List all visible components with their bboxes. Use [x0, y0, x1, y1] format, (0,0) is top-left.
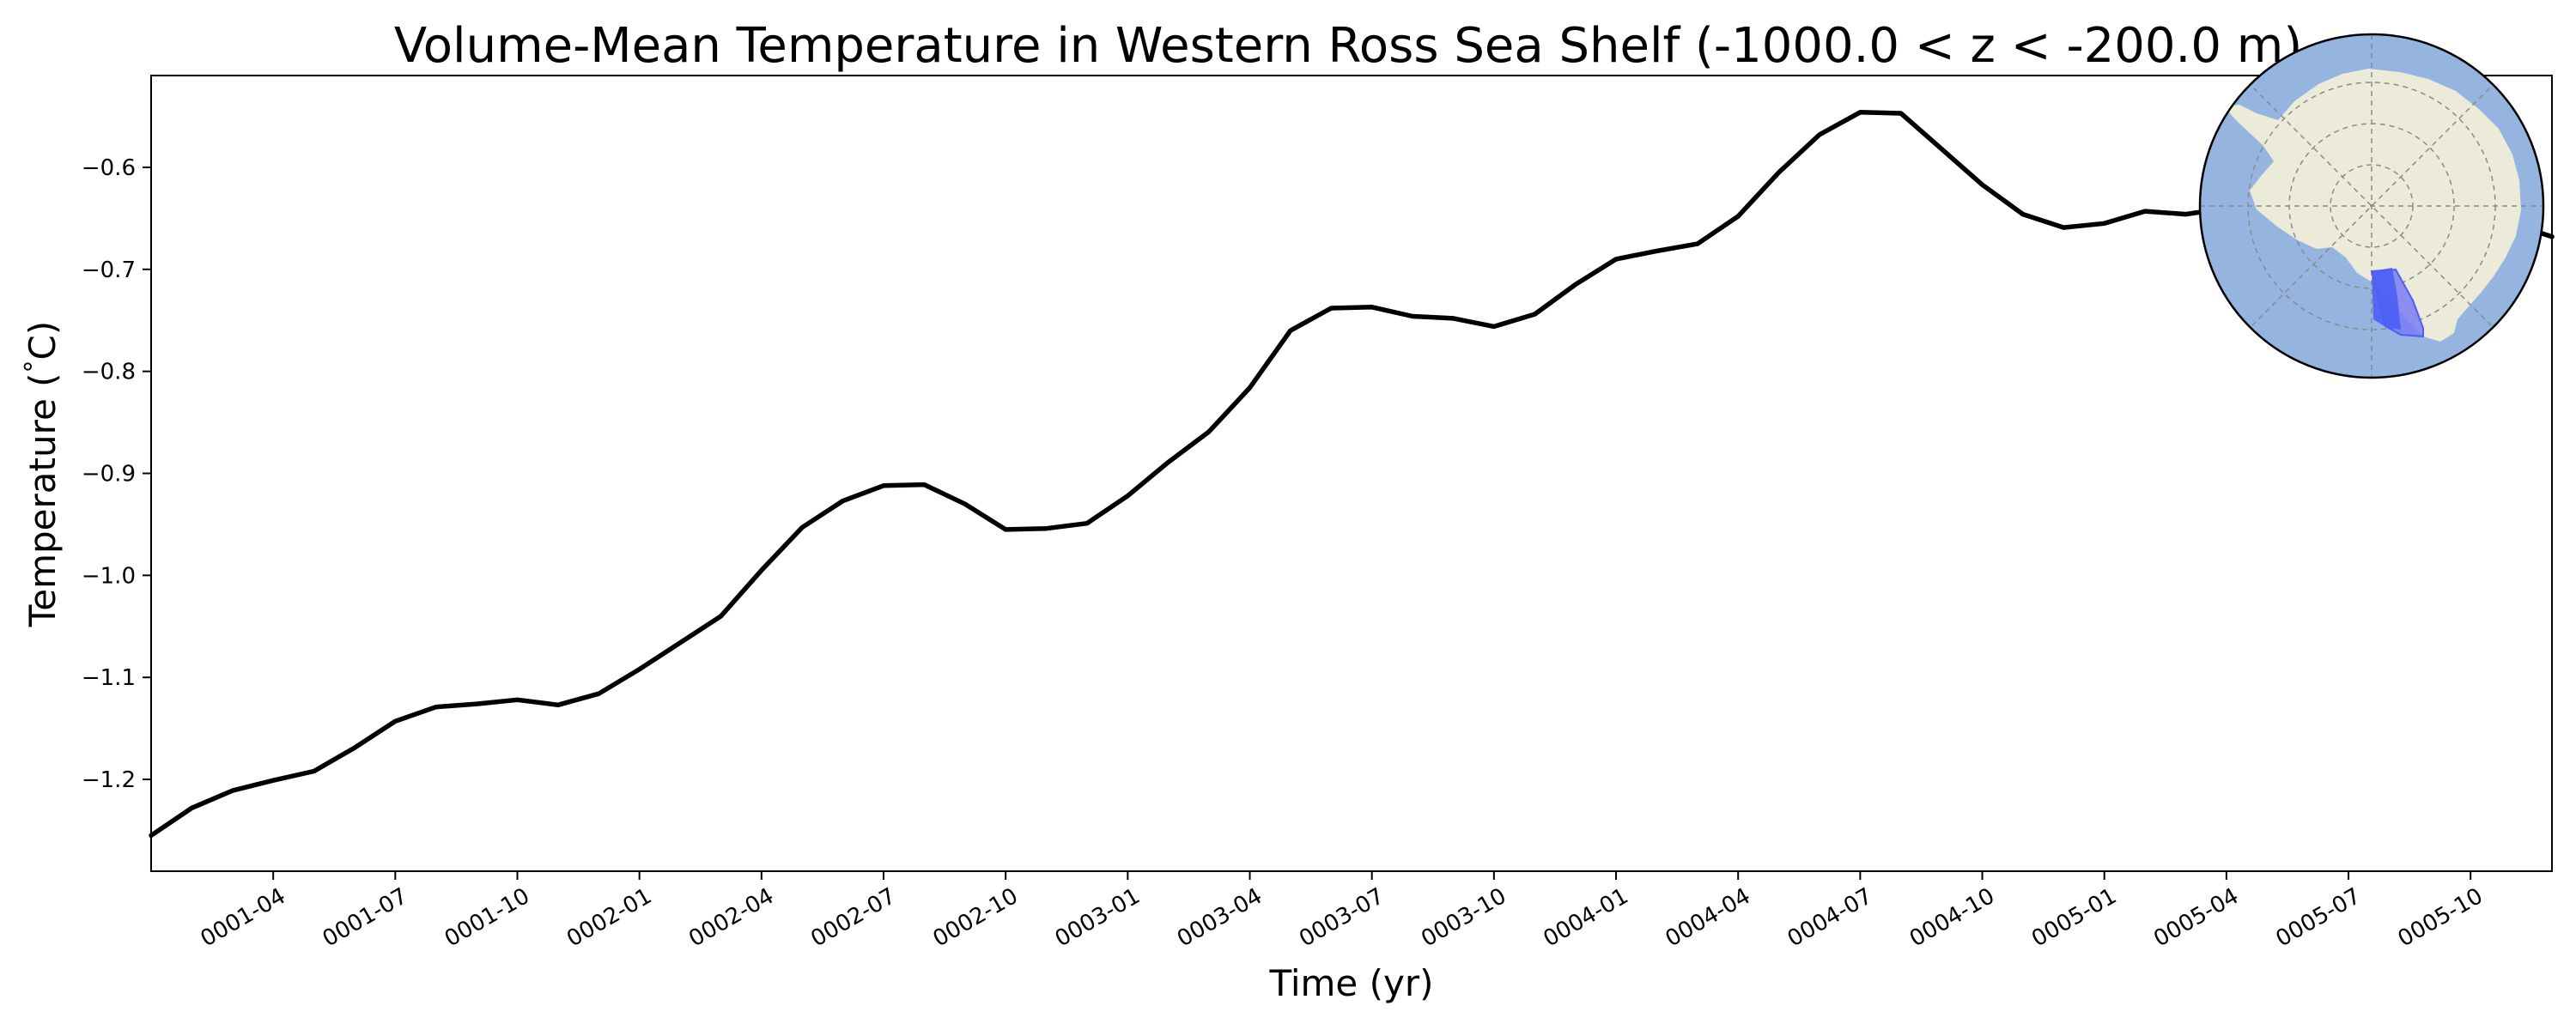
- x-tick-label: 0002-01: [562, 883, 656, 952]
- y-tick-label: −0.8: [82, 360, 136, 385]
- x-tick-label: 0005-10: [2394, 883, 2488, 952]
- x-tick-label: 0003-04: [1173, 883, 1267, 952]
- x-tick-label: 0002-04: [684, 883, 778, 952]
- map-ice-shelf: [2310, 96, 2329, 115]
- series-line: [149, 110, 2555, 839]
- plot-frame: [150, 75, 2553, 872]
- x-tick-label: 0001-07: [319, 883, 412, 952]
- x-tick-label: 0004-10: [1905, 883, 1999, 952]
- map-graticule: [2200, 34, 2543, 378]
- x-tick-label: 0004-04: [1662, 883, 1755, 952]
- x-tick-label: 0001-10: [440, 883, 534, 952]
- x-tick-label: 0005-07: [2271, 883, 2365, 952]
- y-tick-label: −0.7: [82, 258, 136, 283]
- x-axis-label: Time (yr): [1268, 962, 1433, 1004]
- x-tick-label: 0003-10: [1417, 883, 1510, 952]
- x-tick-label: 0001-04: [197, 883, 290, 952]
- chart-title: Volume-Mean Temperature in Western Ross …: [394, 18, 2302, 74]
- y-axis-label-unit: C): [21, 321, 64, 360]
- x-tick-label: 0004-01: [1539, 883, 1632, 952]
- y-tick-label: −0.6: [82, 155, 136, 181]
- y-tick-label: −1.0: [82, 563, 136, 589]
- map-region-western-ross-sea: [2372, 268, 2401, 330]
- x-tick-label: 0003-07: [1295, 883, 1388, 952]
- y-axis-label-part: Temperature (: [21, 373, 64, 627]
- x-axis: 0001-04 0001-07 0001-10 0002-01 0002-04 0002-…: [197, 871, 2488, 952]
- x-tick-label: 0004-07: [1783, 883, 1877, 952]
- inset-map: [2198, 33, 2545, 379]
- y-axis: −1.2 −1.1 −1.0 −0.9 −0.8 −0.7 −0.6: [82, 155, 151, 793]
- x-tick-label: 0003-01: [1051, 883, 1145, 952]
- degree-symbol: °: [20, 360, 50, 373]
- y-tick-label: −0.9: [82, 462, 136, 488]
- x-tick-label: 0005-04: [2149, 883, 2243, 952]
- y-tick-label: −1.2: [82, 767, 136, 793]
- map-border: [2198, 33, 2545, 379]
- x-tick-label: 0005-01: [2027, 883, 2121, 952]
- y-tick-label: −1.1: [82, 665, 136, 691]
- x-tick-label: 0002-07: [806, 883, 900, 952]
- x-tick-label: 0002-10: [929, 883, 1023, 952]
- y-axis-label: Temperature (°C): [20, 321, 64, 628]
